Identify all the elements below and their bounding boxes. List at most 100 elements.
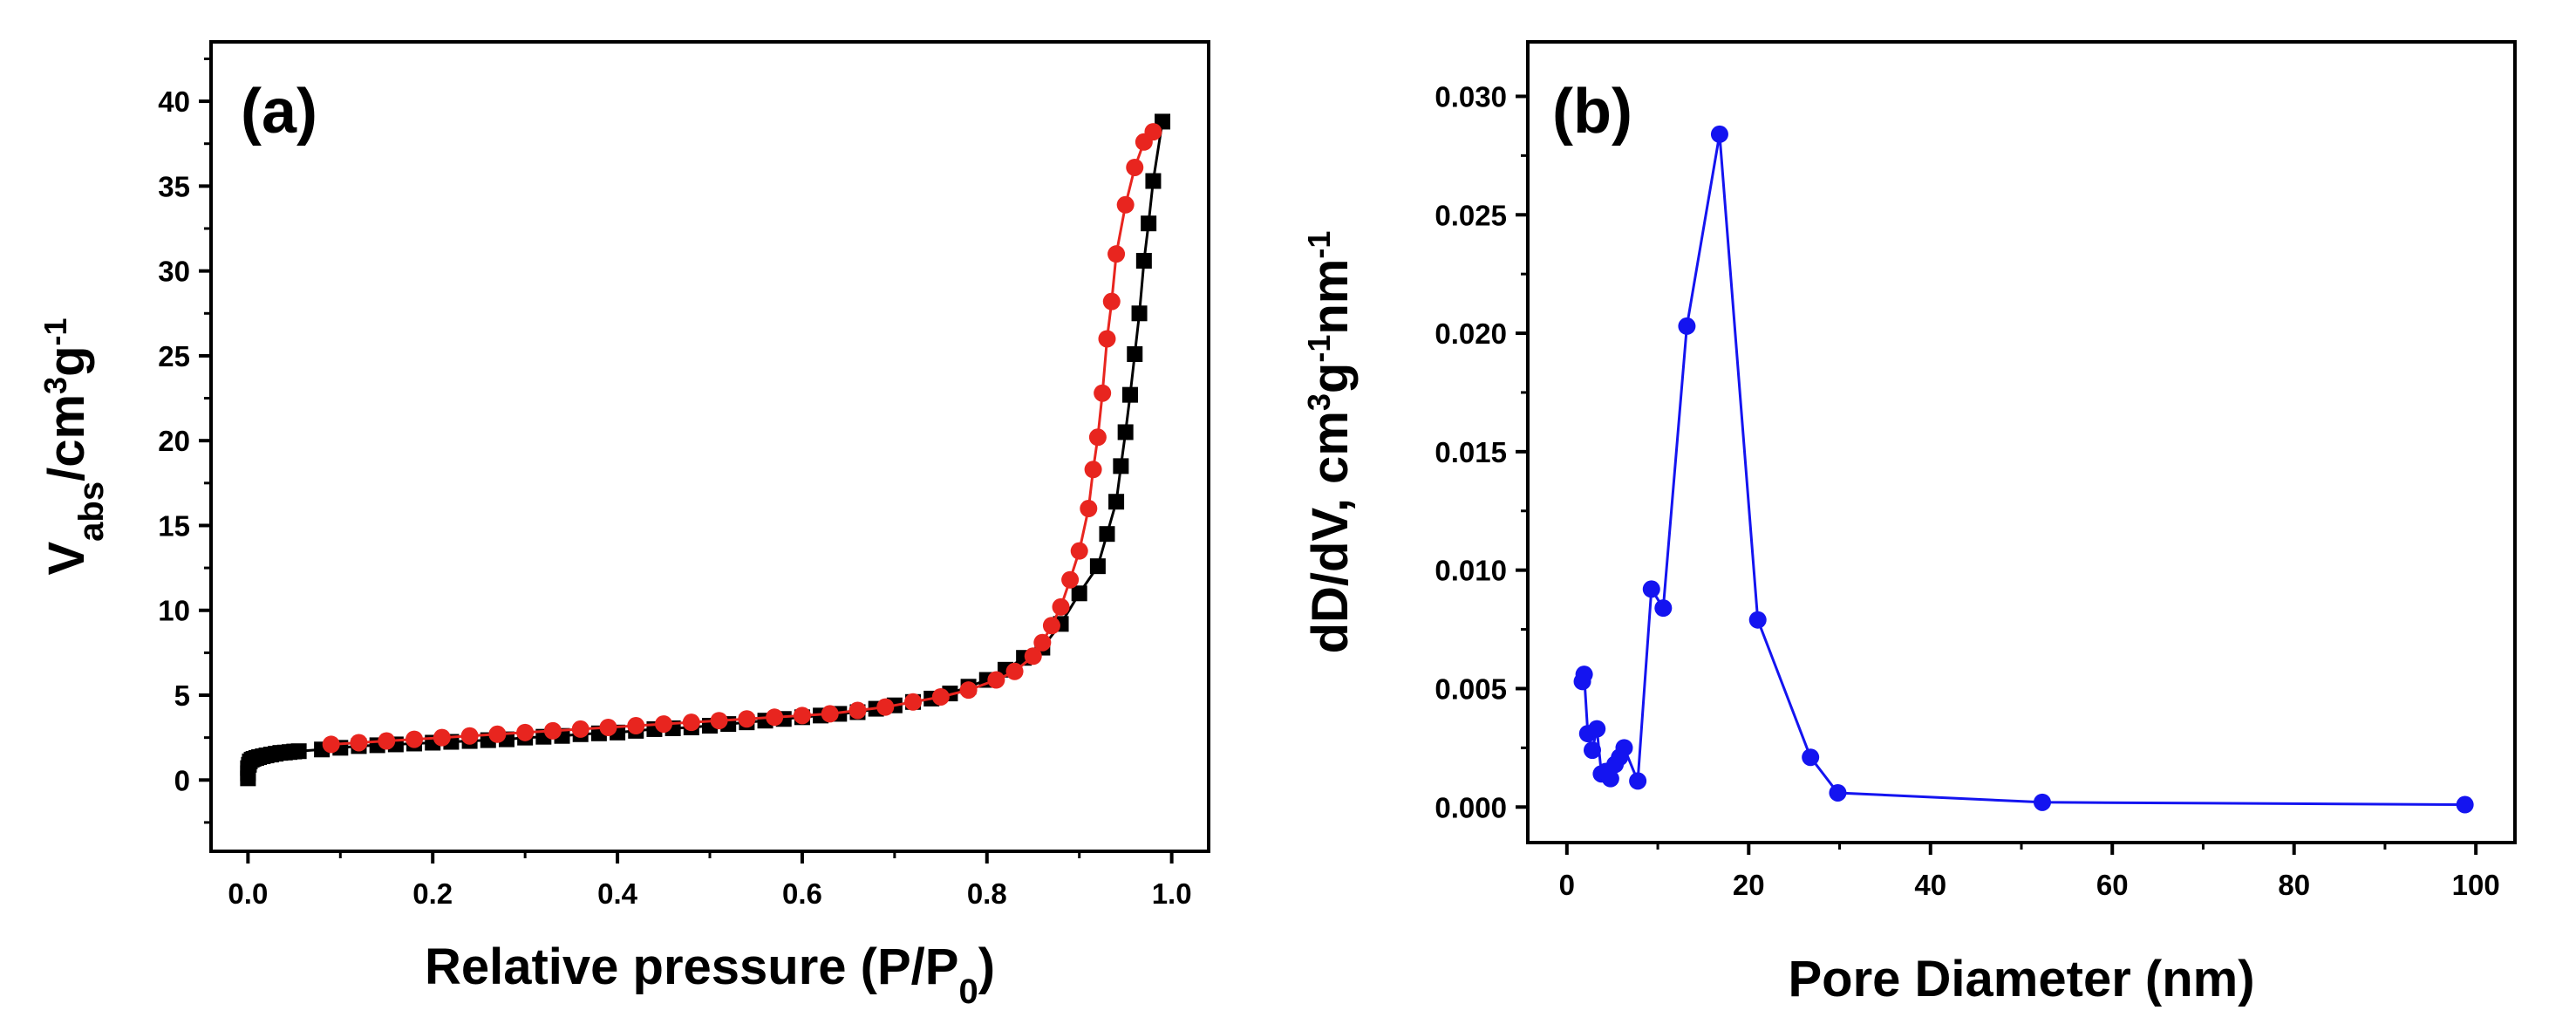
data-point (350, 734, 368, 752)
y-tick-label: 0.025 (1435, 199, 1507, 231)
data-point (1098, 330, 1116, 348)
data-point (290, 743, 307, 760)
y-tick-label: 0.005 (1435, 672, 1507, 705)
y-tick-label: 0 (174, 764, 190, 796)
data-point (1678, 317, 1696, 335)
data-point (1145, 173, 1162, 189)
data-point (460, 727, 479, 745)
y-tick-label: 15 (158, 509, 190, 542)
series-group-b (1573, 125, 2474, 814)
y-tick-label: 10 (158, 595, 190, 627)
x-tick-label: 0.0 (228, 877, 268, 910)
data-point (378, 732, 396, 750)
x-tick-label: 0.6 (782, 877, 822, 910)
panel-label-b: (b) (1552, 77, 1632, 147)
data-point (766, 708, 784, 727)
panel-b: 0 20 40 60 80 100 0.000 0.005 0.010 0.015 0.020 0.… (1301, 40, 2517, 1007)
data-point (322, 735, 340, 754)
x-tick-label: 20 (1733, 869, 1765, 901)
data-point (1102, 292, 1121, 311)
x-tick-label: 80 (2278, 869, 2310, 901)
data-point (1126, 158, 1144, 176)
data-point (821, 705, 839, 723)
data-point (1089, 558, 1106, 575)
data-point (848, 701, 867, 720)
y-tick-label: 0.015 (1435, 436, 1507, 468)
data-point (904, 693, 923, 711)
data-point (516, 723, 535, 741)
data-point (1141, 215, 1157, 232)
data-point (959, 681, 978, 700)
y-axis-label-a: Vabs/cm3g-1 (37, 317, 112, 575)
data-point (1121, 386, 1138, 403)
data-point (599, 718, 617, 736)
data-point (1117, 424, 1134, 440)
y-tick-label: 25 (158, 340, 190, 372)
x-tick-label: 0.4 (597, 877, 638, 910)
data-point (1654, 599, 1673, 618)
data-point (1829, 783, 1847, 802)
y-axis-label-b: dD/dV, cm3g-1nm-1 (1301, 231, 1360, 654)
y-axis-ticks-a: 0 5 10 15 20 25 30 35 40 (158, 57, 211, 824)
y-tick-label: 0.000 (1435, 791, 1507, 823)
x-axis-ticks-b: 0 20 40 60 80 100 (1559, 843, 2500, 901)
data-point (1107, 245, 1126, 263)
y-tick-label: 5 (174, 679, 190, 712)
x-tick-label: 60 (2096, 869, 2129, 901)
data-point (433, 728, 451, 747)
x-tick-label: 100 (2452, 869, 2500, 901)
data-point (1088, 428, 1107, 447)
x-tick-label: 40 (1914, 869, 1946, 901)
y-tick-label: 30 (158, 256, 190, 288)
x-axis-label-a: Relative pressure (P/P0) (425, 939, 995, 1011)
data-point (682, 713, 700, 732)
series-line-0 (1581, 133, 2465, 806)
data-point (1005, 662, 1024, 680)
x-tick-label: 0.2 (412, 877, 453, 910)
data-point (987, 671, 1005, 689)
data-point (1642, 580, 1660, 598)
data-point (1575, 666, 1593, 684)
data-point (1099, 526, 1115, 543)
data-point (1042, 617, 1060, 635)
data-point (1127, 345, 1143, 362)
data-point (793, 707, 811, 725)
series-line-0 (246, 121, 1164, 779)
data-point (1116, 195, 1135, 214)
x-axis-label-b: Pore Diameter (nm) (1788, 951, 2254, 1007)
panel-label-a: (a) (241, 77, 317, 147)
data-point (876, 698, 895, 716)
data-point (1024, 647, 1042, 666)
data-point (1615, 739, 1633, 757)
data-point (543, 721, 562, 740)
y-tick-label: 0.020 (1435, 317, 1507, 350)
data-point (405, 730, 424, 748)
data-point (1033, 633, 1052, 652)
data-point (1584, 741, 1602, 760)
y-tick-label: 20 (158, 425, 190, 457)
data-point (1080, 500, 1098, 518)
data-point (488, 725, 507, 743)
data-point (1710, 125, 1728, 143)
data-point (1144, 123, 1162, 141)
data-point (738, 710, 756, 728)
y-tick-label: 0.010 (1435, 555, 1507, 587)
data-point (1052, 597, 1070, 616)
data-point (2033, 793, 2051, 811)
x-tick-label: 0 (1559, 869, 1575, 901)
y-tick-label: 0.030 (1435, 80, 1507, 113)
x-tick-label: 1.0 (1152, 877, 1192, 910)
data-point (1135, 252, 1152, 269)
x-axis-ticks-a: 0.0 0.2 0.4 0.6 0.8 1.0 (228, 851, 1192, 910)
data-point (571, 720, 589, 738)
series-group-a (240, 113, 1171, 787)
data-point (655, 715, 673, 734)
data-point (1084, 461, 1102, 479)
data-point (627, 717, 645, 735)
x-tick-label: 0.8 (967, 877, 1007, 910)
y-tick-label: 40 (158, 85, 190, 118)
data-point (1131, 305, 1148, 322)
data-point (1113, 458, 1129, 474)
